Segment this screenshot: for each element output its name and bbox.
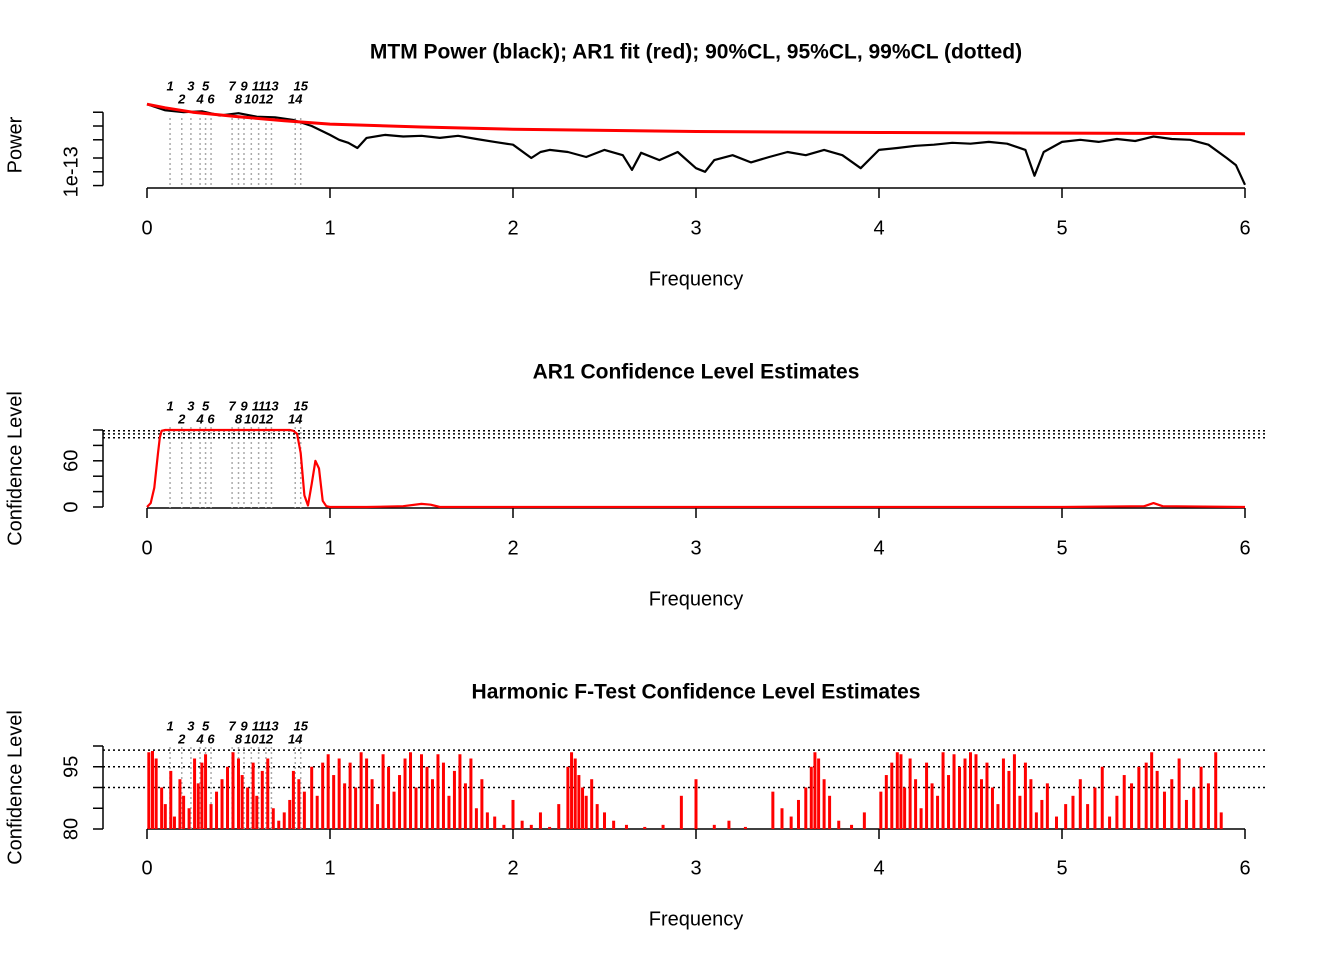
peak-label: 15 [293, 78, 308, 93]
x-tick-label: 0 [141, 857, 152, 879]
y-tick-label: 1e-13 [60, 146, 82, 197]
peak-label: 7 [228, 78, 236, 93]
peak-label: 10 [244, 91, 259, 106]
peak-label: 2 [177, 731, 186, 746]
peak-label: 9 [240, 78, 248, 93]
peak-label: 14 [288, 411, 303, 426]
y-tick-label: 0 [60, 501, 82, 512]
x-tick-label: 4 [873, 857, 884, 879]
peak-label: 11 [252, 398, 266, 413]
x-tick-label: 0 [141, 217, 152, 239]
peak-label: 2 [177, 91, 186, 106]
peak-label: 9 [240, 398, 248, 413]
peak-label: 4 [195, 731, 204, 746]
peak-label: 12 [259, 91, 274, 106]
peak-label: 5 [202, 718, 210, 733]
x-tick-label: 3 [690, 857, 701, 879]
x-axis-label: Frequency [649, 908, 744, 930]
y-axis-label: Confidence Level [4, 710, 26, 865]
peak-label: 10 [244, 411, 259, 426]
peak-label: 13 [264, 78, 279, 93]
peak-label: 6 [207, 91, 215, 106]
y-tick-label: 60 [60, 450, 82, 472]
peak-label: 1 [166, 718, 173, 733]
peak-label: 5 [202, 398, 210, 413]
peak-label: 1 [166, 78, 173, 93]
peak-label: 14 [288, 91, 303, 106]
peak-label: 12 [259, 411, 274, 426]
y-axis-label: Confidence Level [4, 391, 26, 546]
x-tick-label: 6 [1239, 217, 1250, 239]
peak-label: 2 [177, 411, 186, 426]
x-tick-label: 6 [1239, 857, 1250, 879]
series-line [146, 428, 1246, 509]
peak-label: 4 [195, 91, 204, 106]
series-line [146, 103, 1246, 186]
peak-label: 11 [252, 78, 266, 93]
x-tick-label: 0 [141, 537, 152, 559]
x-tick-label: 5 [1056, 217, 1067, 239]
peak-label: 13 [264, 718, 279, 733]
y-tick-label: 80 [60, 818, 82, 840]
x-tick-label: 1 [324, 537, 335, 559]
peak-label: 9 [240, 718, 248, 733]
x-tick-label: 4 [873, 217, 884, 239]
x-tick-label: 6 [1239, 537, 1250, 559]
x-tick-label: 3 [690, 217, 701, 239]
x-tick-label: 2 [507, 857, 518, 879]
x-tick-label: 1 [324, 857, 335, 879]
peak-label: 6 [207, 731, 215, 746]
peak-label: 4 [195, 411, 204, 426]
x-tick-label: 4 [873, 537, 884, 559]
peak-label: 15 [293, 718, 308, 733]
x-tick-label: 5 [1056, 857, 1067, 879]
peak-label: 7 [228, 398, 236, 413]
peak-label: 12 [259, 731, 274, 746]
peak-label: 7 [228, 718, 236, 733]
x-axis-label: Frequency [649, 268, 744, 290]
peak-label: 5 [202, 78, 210, 93]
chart-title: Harmonic F-Test Confidence Level Estimat… [472, 681, 921, 704]
y-tick-label: 95 [60, 756, 82, 778]
peak-label: 14 [288, 731, 303, 746]
peak-label: 13 [264, 398, 279, 413]
peak-label: 6 [207, 411, 215, 426]
x-axis-label: Frequency [649, 588, 744, 610]
peak-label: 11 [252, 718, 266, 733]
peak-label: 3 [187, 78, 195, 93]
peak-label: 3 [187, 718, 195, 733]
series-line [146, 102, 1246, 136]
peak-label: 8 [235, 411, 243, 426]
x-tick-label: 5 [1056, 537, 1067, 559]
x-tick-label: 2 [507, 217, 518, 239]
x-tick-label: 2 [507, 537, 518, 559]
y-axis-label: Power [4, 116, 26, 173]
peak-label: 8 [235, 731, 243, 746]
peak-label: 1 [166, 398, 173, 413]
peak-label: 15 [293, 398, 308, 413]
x-tick-label: 3 [690, 537, 701, 559]
chart-title: AR1 Confidence Level Estimates [533, 361, 860, 384]
chart-title: MTM Power (black); AR1 fit (red); 90%CL,… [370, 41, 1022, 64]
peak-label: 3 [187, 398, 195, 413]
peak-label: 10 [244, 731, 259, 746]
peak-label: 8 [235, 91, 243, 106]
x-tick-label: 1 [324, 217, 335, 239]
